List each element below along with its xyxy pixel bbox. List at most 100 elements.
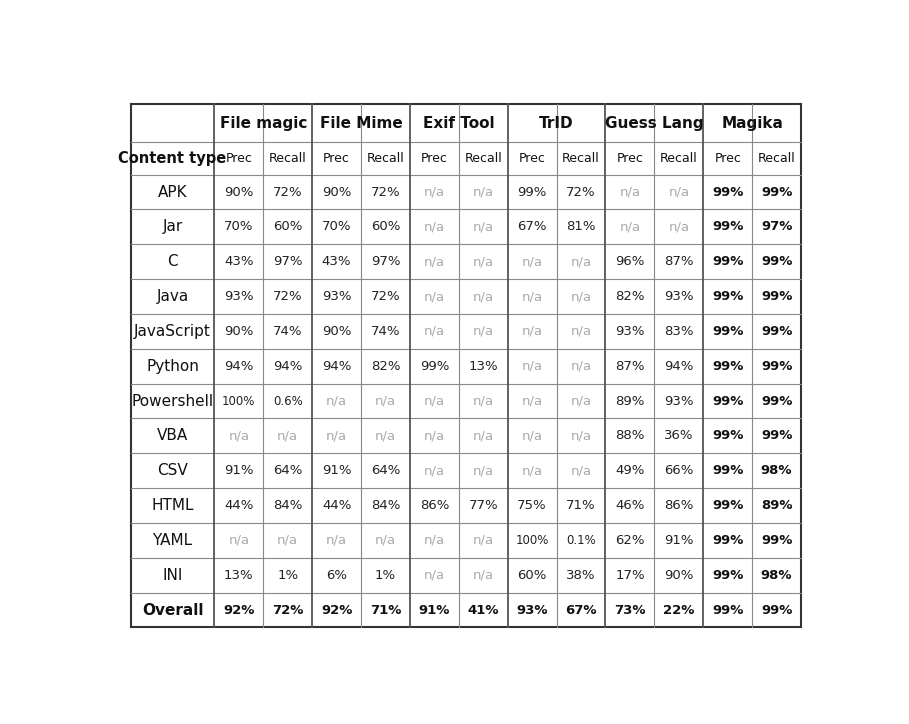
Text: 99%: 99% (712, 395, 744, 408)
Text: Prec: Prec (519, 152, 545, 165)
Text: n/a: n/a (473, 325, 494, 338)
Text: Prec: Prec (421, 152, 448, 165)
Text: n/a: n/a (522, 290, 543, 303)
Text: 88%: 88% (615, 429, 644, 442)
Text: 99%: 99% (712, 464, 744, 477)
Text: 82%: 82% (371, 360, 400, 373)
Text: File magic: File magic (220, 116, 307, 130)
Text: 99%: 99% (761, 395, 793, 408)
Text: 72%: 72% (371, 185, 400, 198)
Text: 44%: 44% (225, 499, 254, 512)
Text: 49%: 49% (615, 464, 644, 477)
Text: Recall: Recall (660, 152, 698, 165)
Text: 87%: 87% (615, 360, 644, 373)
Text: n/a: n/a (424, 568, 445, 581)
Text: Recall: Recall (464, 152, 502, 165)
Text: n/a: n/a (424, 464, 445, 477)
Text: Prec: Prec (225, 152, 253, 165)
Text: 91%: 91% (322, 464, 352, 477)
Text: 60%: 60% (371, 220, 400, 233)
Text: Exif Tool: Exif Tool (423, 116, 494, 130)
Text: 99%: 99% (420, 360, 449, 373)
Text: Prec: Prec (616, 152, 644, 165)
Text: n/a: n/a (473, 290, 494, 303)
Text: 43%: 43% (322, 256, 352, 268)
Text: n/a: n/a (473, 185, 494, 198)
Text: 97%: 97% (761, 220, 793, 233)
Text: Powershell: Powershell (132, 394, 214, 408)
Text: 99%: 99% (712, 568, 744, 581)
Text: TrID: TrID (539, 116, 574, 130)
Text: Recall: Recall (269, 152, 306, 165)
Text: 94%: 94% (322, 360, 351, 373)
Text: 74%: 74% (371, 325, 400, 338)
Text: 98%: 98% (761, 568, 793, 581)
Text: 93%: 93% (225, 290, 254, 303)
Text: n/a: n/a (375, 534, 396, 547)
Text: n/a: n/a (522, 395, 543, 408)
Text: n/a: n/a (473, 568, 494, 581)
Text: 41%: 41% (467, 604, 499, 617)
Text: n/a: n/a (619, 220, 641, 233)
Text: 87%: 87% (664, 256, 694, 268)
Text: 91%: 91% (664, 534, 694, 547)
Text: Guess Lang: Guess Lang (605, 116, 704, 130)
Text: 38%: 38% (566, 568, 595, 581)
Text: 13%: 13% (224, 568, 254, 581)
Text: Java: Java (156, 289, 189, 304)
Text: 90%: 90% (322, 325, 351, 338)
Text: 17%: 17% (615, 568, 644, 581)
Text: 99%: 99% (712, 534, 744, 547)
Text: n/a: n/a (473, 220, 494, 233)
Text: 91%: 91% (419, 604, 450, 617)
Text: n/a: n/a (571, 429, 592, 442)
Text: 99%: 99% (761, 360, 793, 373)
Text: Magika: Magika (721, 116, 783, 130)
Text: 89%: 89% (761, 499, 793, 512)
Text: 99%: 99% (712, 290, 744, 303)
Text: 97%: 97% (371, 256, 400, 268)
Text: 99%: 99% (761, 185, 793, 198)
Text: 6%: 6% (326, 568, 347, 581)
Text: 90%: 90% (225, 325, 254, 338)
Text: 60%: 60% (273, 220, 303, 233)
Text: 62%: 62% (615, 534, 644, 547)
Text: n/a: n/a (375, 429, 396, 442)
Text: Python: Python (146, 358, 199, 374)
Text: 100%: 100% (222, 395, 255, 408)
Text: 77%: 77% (468, 499, 498, 512)
Text: 99%: 99% (761, 604, 793, 617)
Text: 0.6%: 0.6% (273, 395, 303, 408)
Text: VBA: VBA (157, 429, 188, 443)
Text: 72%: 72% (566, 185, 596, 198)
Text: n/a: n/a (571, 395, 592, 408)
Text: Recall: Recall (758, 152, 795, 165)
Text: Recall: Recall (366, 152, 405, 165)
Text: 86%: 86% (420, 499, 449, 512)
Text: 93%: 93% (664, 395, 694, 408)
Text: 46%: 46% (615, 499, 644, 512)
Text: 72%: 72% (273, 185, 303, 198)
Text: Jar: Jar (163, 219, 183, 235)
Text: 72%: 72% (272, 604, 304, 617)
Text: n/a: n/a (571, 256, 592, 268)
Text: INI: INI (163, 568, 183, 583)
Text: n/a: n/a (326, 534, 347, 547)
Text: 90%: 90% (322, 185, 351, 198)
Text: n/a: n/a (571, 290, 592, 303)
Text: 36%: 36% (664, 429, 694, 442)
Text: n/a: n/a (571, 325, 592, 338)
Text: 82%: 82% (615, 290, 644, 303)
Text: n/a: n/a (522, 256, 543, 268)
Text: n/a: n/a (424, 185, 445, 198)
Text: 92%: 92% (321, 604, 353, 617)
Text: n/a: n/a (619, 185, 641, 198)
Text: 73%: 73% (614, 604, 645, 617)
Text: 64%: 64% (273, 464, 303, 477)
Text: 93%: 93% (322, 290, 352, 303)
Text: n/a: n/a (571, 360, 592, 373)
Text: APK: APK (158, 185, 187, 200)
Text: 99%: 99% (712, 499, 744, 512)
Text: 90%: 90% (225, 185, 254, 198)
Text: 84%: 84% (273, 499, 303, 512)
